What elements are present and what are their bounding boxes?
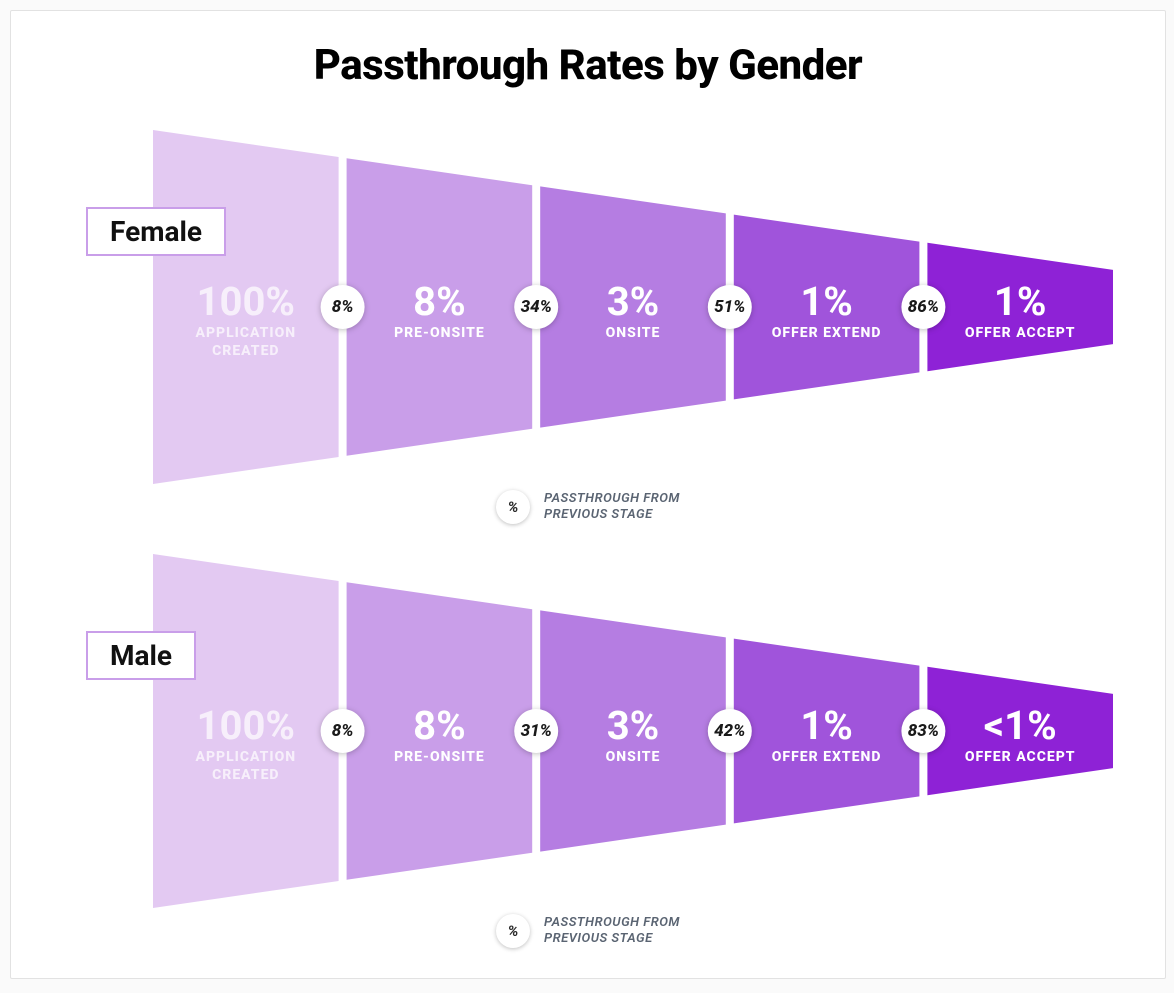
stage-label: ONSITE [606, 749, 661, 765]
stage-label: OFFER EXTEND [772, 325, 882, 341]
legend-text: PASSTHROUGH FROMPREVIOUS STAGE [544, 915, 680, 948]
passthrough-value: 42% [714, 721, 745, 741]
chart-card: Passthrough Rates by Gender Female100%AP… [10, 10, 1166, 979]
stage-label: CREATED [212, 343, 279, 359]
legend: % PASSTHROUGH FROMPREVIOUS STAGE [11, 490, 1165, 524]
funnel-female: Female100%APPLICATIONCREATED8%PRE-ONSITE… [11, 130, 1165, 524]
passthrough-value: 34% [521, 297, 552, 317]
stage-label: PRE-ONSITE [394, 325, 485, 341]
stage-label: CREATED [212, 767, 279, 783]
stage-percent: 3% [607, 278, 660, 325]
funnel-male: Male100%APPLICATIONCREATED8%PRE-ONSITE3%… [11, 554, 1165, 948]
stage-percent: 1% [800, 278, 853, 325]
passthrough-value: 31% [521, 721, 552, 741]
passthrough-value: 8% [332, 721, 354, 741]
passthrough-value: 86% [908, 297, 939, 317]
legend-text: PASSTHROUGH FROMPREVIOUS STAGE [544, 491, 680, 524]
stage-percent: 8% [413, 278, 466, 325]
stage-percent: 8% [413, 702, 466, 749]
stage-percent: 100% [197, 278, 295, 325]
stage-percent: 3% [607, 702, 660, 749]
passthrough-value: 8% [332, 297, 354, 317]
passthrough-value: 51% [714, 297, 745, 317]
stage-percent: <1% [984, 702, 1057, 749]
stage-label: APPLICATION [195, 749, 296, 765]
legend-bubble-icon: % [496, 490, 530, 524]
legend-bubble-icon: % [496, 914, 530, 948]
group-label: Female [86, 207, 226, 256]
stage-label: OFFER ACCEPT [965, 749, 1076, 765]
stage-label: OFFER EXTEND [772, 749, 882, 765]
stage-label: OFFER ACCEPT [965, 325, 1076, 341]
funnel-svg: 100%APPLICATIONCREATED8%PRE-ONSITE3%ONSI… [53, 130, 1123, 484]
stage-percent: 1% [994, 278, 1047, 325]
funnel-container: Female100%APPLICATIONCREATED8%PRE-ONSITE… [11, 130, 1165, 948]
stage-percent: 100% [197, 702, 295, 749]
chart-title: Passthrough Rates by Gender [11, 11, 1165, 100]
legend: % PASSTHROUGH FROMPREVIOUS STAGE [11, 914, 1165, 948]
stage-percent: 1% [800, 702, 853, 749]
group-label: Male [86, 631, 196, 680]
passthrough-value: 83% [908, 721, 939, 741]
funnel-svg: 100%APPLICATIONCREATED8%PRE-ONSITE3%ONSI… [53, 554, 1123, 908]
stage-label: ONSITE [606, 325, 661, 341]
stage-label: PRE-ONSITE [394, 749, 485, 765]
stage-label: APPLICATION [195, 325, 296, 341]
